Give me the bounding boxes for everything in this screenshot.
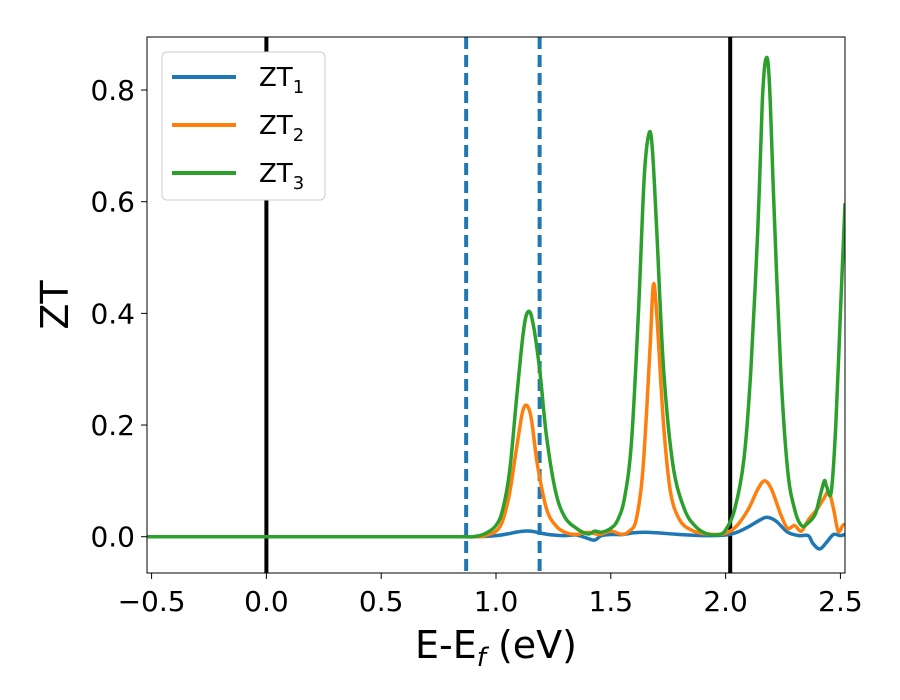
x-axis-label: E-Ef (eV) [415, 623, 577, 673]
x-axis-ticks: −0.5 0.0 0.5 1.0 1.5 2.0 2.5 [118, 573, 863, 618]
x-tick-label: −0.5 [118, 585, 186, 618]
x-tick-label: 1.5 [589, 585, 634, 618]
legend-label-zt3: ZT3 [259, 159, 304, 194]
y-tick-label: 0.0 [90, 521, 135, 554]
series-group [147, 55, 845, 551]
y-axis-label: ZT [33, 280, 77, 330]
x-tick-label: 2.5 [818, 585, 863, 618]
x-tick-label: 2.0 [703, 585, 748, 618]
y-tick-label: 0.6 [90, 186, 135, 219]
series-line-zt2 [147, 282, 845, 539]
x-tick-label: 0.5 [359, 585, 404, 618]
series-line-zt3 [147, 55, 845, 539]
legend-label-zt2: ZT2 [259, 111, 304, 146]
x-tick-label: 0.0 [244, 585, 289, 618]
y-tick-label: 0.2 [90, 409, 135, 442]
y-tick-label: 0.8 [90, 74, 135, 107]
y-axis-ticks: 0.0 0.2 0.4 0.6 0.8 [90, 74, 147, 554]
legend-label-zt1: ZT1 [259, 63, 304, 98]
y-tick-label: 0.4 [90, 297, 135, 330]
x-tick-label: 1.0 [474, 585, 519, 618]
series-line-zt1 [147, 515, 845, 551]
legend-box [161, 51, 326, 201]
legend: ZT1 ZT2 ZT3 [161, 51, 326, 201]
x-axis-label-main: E-E [415, 623, 477, 667]
x-axis-label-unit: (eV) [486, 623, 577, 667]
